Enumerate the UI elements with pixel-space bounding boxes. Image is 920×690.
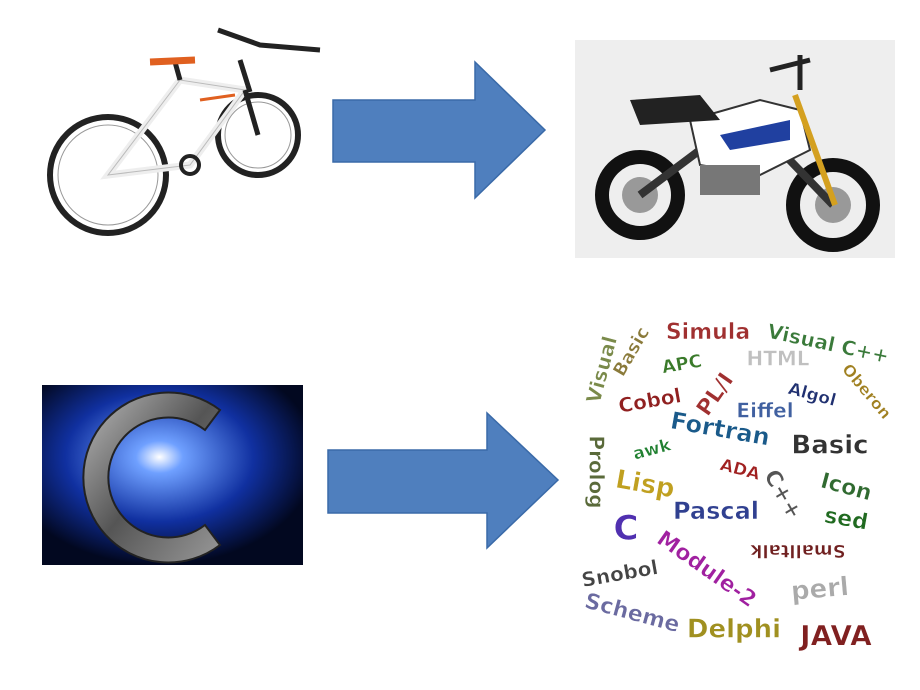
language-word: C++ xyxy=(758,466,806,524)
language-word: C xyxy=(614,509,639,549)
language-word: Scheme xyxy=(582,589,682,638)
language-word: Icon xyxy=(818,469,875,507)
c-language-image xyxy=(42,385,303,565)
language-word: Basic xyxy=(791,431,868,461)
language-word: sed xyxy=(822,503,869,535)
language-word: ADA xyxy=(718,455,763,485)
arrow xyxy=(332,60,547,200)
language-word: Snobol xyxy=(580,555,660,592)
language-word: Lisp xyxy=(613,465,677,505)
language-word: HTML xyxy=(746,347,809,371)
language-word: perl xyxy=(790,572,850,607)
language-word: awk xyxy=(631,435,674,464)
language-word: Algol xyxy=(786,379,838,411)
language-word: Simula xyxy=(666,320,750,345)
language-word: Module-2 xyxy=(652,526,761,613)
bicycle-image xyxy=(47,27,321,236)
language-word: Delphi xyxy=(687,615,781,645)
language-word: Pascal xyxy=(673,497,759,525)
language-word: Smalltalk xyxy=(749,540,845,561)
language-word: APC xyxy=(660,351,703,379)
arrow xyxy=(327,411,560,550)
language-word: Prolog xyxy=(585,435,609,508)
motorcycle-image xyxy=(575,40,895,258)
language-word: JAVA xyxy=(798,619,872,652)
language-word: Oberon xyxy=(838,360,895,423)
language-word: Eiffel xyxy=(736,399,793,423)
